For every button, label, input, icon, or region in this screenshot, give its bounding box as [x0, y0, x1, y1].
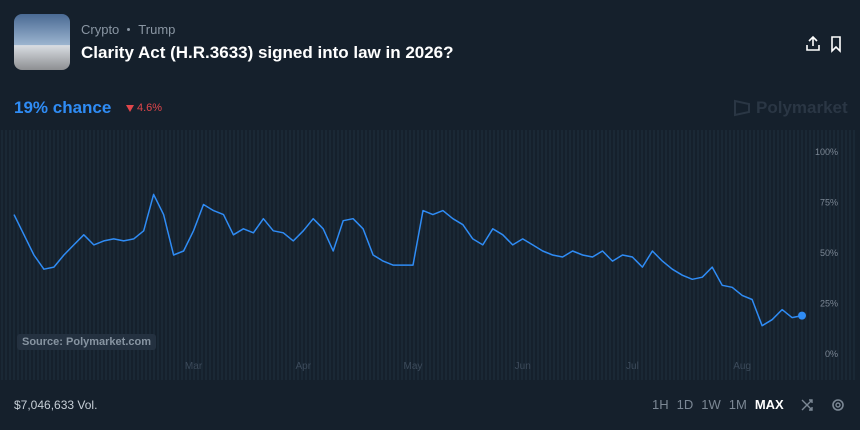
x-tick-label: Aug — [733, 361, 751, 372]
tags: Crypto Trump — [81, 22, 175, 37]
brand-name: Polymarket — [756, 98, 848, 117]
change: 4.6% — [126, 102, 162, 114]
down-arrow — [126, 104, 134, 112]
y-tick-label: 100% — [815, 147, 838, 157]
title: Clarity Act (H.R.3633) signed into law i… — [81, 43, 454, 62]
change-value: 4.6% — [137, 102, 163, 114]
x-tick-label: Apr — [295, 361, 311, 372]
x-tick-label: May — [404, 361, 423, 372]
timeframe-button[interactable]: 1D — [676, 397, 694, 412]
timeframe-button[interactable]: 1W — [701, 397, 721, 412]
volume: $7,046,633 Vol. — [14, 398, 98, 412]
settings-icon[interactable] — [832, 399, 844, 411]
y-tick-label: 50% — [820, 248, 838, 258]
brand: Polymarket — [733, 98, 848, 118]
timeframes: 1H 1D 1W 1M MAX — [652, 397, 784, 412]
price-line — [13, 193, 803, 327]
bookmark-icon[interactable] — [831, 36, 841, 53]
y-tick-label: 0% — [825, 349, 838, 359]
timeframe-button[interactable]: 1H — [652, 397, 669, 412]
settings-center — [835, 402, 841, 408]
source: Source: Polymarket.com — [17, 334, 156, 350]
x-tick-label: Jun — [515, 361, 531, 372]
current-point — [798, 311, 806, 320]
tag[interactable]: Trump — [138, 22, 176, 37]
timeframe-button[interactable]: MAX — [754, 397, 784, 412]
x-tick-label: Jul — [626, 361, 639, 372]
chance: 19% chance — [14, 98, 112, 117]
y-tick-label: 75% — [820, 198, 838, 208]
y-tick-label: 25% — [820, 299, 838, 309]
separator — [127, 28, 131, 31]
share-icon[interactable] — [806, 35, 820, 51]
market-image — [14, 14, 70, 70]
actions — [806, 35, 841, 53]
tag[interactable]: Crypto — [81, 22, 120, 37]
tools — [801, 399, 844, 411]
shuffle-icon[interactable] — [801, 399, 813, 411]
timeframe-button[interactable]: 1M — [728, 397, 747, 412]
x-tick-label: Mar — [185, 361, 203, 372]
brand-logo — [734, 99, 750, 117]
